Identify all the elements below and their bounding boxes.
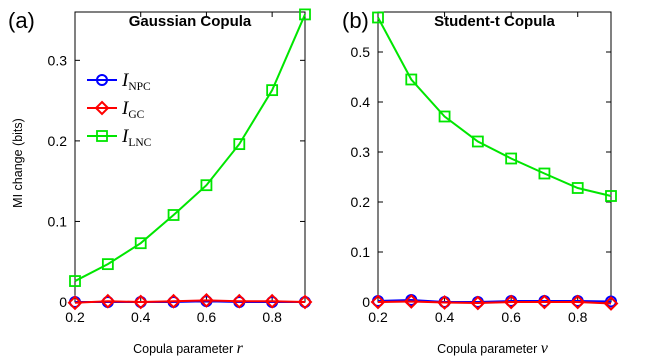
x-axis-label-text: Copula parameter	[133, 342, 233, 356]
series-line-square	[377, 17, 612, 197]
series-line-square	[74, 14, 306, 282]
data-point-diamond	[437, 295, 452, 310]
legend-label: IGC	[121, 98, 145, 121]
x-tick-label: 0.4	[131, 309, 151, 325]
legend-label-symbol: I	[121, 126, 130, 147]
x-tick-label: 0.8	[262, 309, 282, 325]
x-axis-label: Copula parameter ν	[437, 340, 549, 357]
x-tick-label: 0.2	[65, 309, 85, 325]
legend-marker-square	[96, 130, 108, 142]
data-point-square	[299, 8, 311, 21]
data-point-diamond	[470, 295, 486, 311]
legend-marker-circle	[96, 74, 108, 86]
data-point-diamond	[67, 295, 83, 311]
chart-title: Student-t Copula	[434, 13, 555, 30]
data-point-square	[372, 11, 384, 24]
data-point-square	[605, 190, 617, 202]
data-point-square	[538, 167, 551, 180]
series-line-diamond	[377, 300, 612, 305]
y-tick-label: 0.1	[48, 213, 68, 229]
data-point-diamond	[503, 294, 519, 310]
legend-label-subscript: NPC	[128, 81, 151, 93]
y-tick-label: 0.5	[351, 44, 371, 60]
y-axis-label: MI change (bits)	[11, 118, 25, 208]
axes-frame	[377, 11, 612, 303]
chart-panel-b: 0.2 0.4 0.6 0.8 0 0.1 0.2 0.3 0.4 0.5 (b) Student-t…	[342, 8, 619, 357]
data-point-square	[571, 182, 584, 194]
data-point-diamond	[100, 293, 116, 309]
panel-label: (b)	[342, 8, 369, 33]
y-tick-label: 0.4	[351, 94, 371, 110]
chart-panel-a: 0.2 0.4 0.6 0.8 0 0.1 0.2 0.3 (a) Gaussian Copula…	[8, 8, 313, 357]
y-tick-label: 0	[362, 294, 370, 310]
chart-title: Gaussian Copula	[129, 13, 252, 30]
y-tick-label: 0.2	[351, 194, 371, 210]
data-point-square	[405, 73, 418, 86]
x-tick-label: 0.6	[501, 309, 521, 325]
y-tick-label: 0.2	[48, 133, 68, 149]
y-tick-label: 0.1	[351, 244, 371, 260]
legend-label-symbol: I	[121, 70, 130, 91]
x-tick-label: 0.2	[368, 309, 388, 325]
legend-marker-diamond	[94, 100, 110, 116]
data-point-square	[233, 138, 246, 151]
legend-label: ILNC	[121, 126, 152, 149]
data-point-diamond	[264, 293, 280, 309]
legend-label-subscript: LNC	[128, 137, 151, 149]
data-point-square	[134, 237, 147, 250]
data-point-square	[471, 135, 484, 148]
data-point-diamond	[231, 293, 247, 309]
data-point-diamond	[570, 294, 586, 310]
data-point-diamond	[403, 294, 419, 309]
data-point-square	[438, 110, 451, 123]
x-axis-symbol: r	[237, 340, 244, 357]
data-point-square	[200, 179, 213, 192]
x-axis-label-text: Copula parameter	[437, 342, 537, 356]
legend-label-subscript: GC	[128, 109, 144, 121]
panel-label: (a)	[8, 8, 35, 33]
x-tick-label: 0.4	[435, 309, 455, 325]
y-tick-label: 0	[59, 294, 67, 310]
data-point-diamond	[603, 296, 619, 311]
y-tick-label: 0.3	[48, 52, 68, 68]
y-tick-label: 0.3	[351, 144, 371, 160]
data-point-square	[69, 275, 81, 287]
data-point-square	[266, 84, 279, 97]
data-point-diamond	[199, 292, 214, 308]
legend-label: INPC	[121, 70, 151, 93]
data-point-diamond	[133, 294, 149, 310]
x-tick-label: 0.8	[568, 309, 588, 325]
data-point-square	[505, 152, 518, 165]
data-point-diamond	[166, 293, 181, 309]
data-point-square	[167, 209, 180, 221]
x-tick-label: 0.6	[197, 309, 217, 325]
x-axis-label: Copula parameter r	[133, 340, 244, 357]
data-point-diamond	[370, 294, 386, 310]
data-point-diamond	[297, 294, 313, 310]
x-axis-symbol: ν	[541, 340, 549, 357]
data-point-diamond	[537, 294, 552, 310]
legend-label-symbol: I	[121, 98, 130, 119]
data-point-square	[101, 258, 114, 271]
